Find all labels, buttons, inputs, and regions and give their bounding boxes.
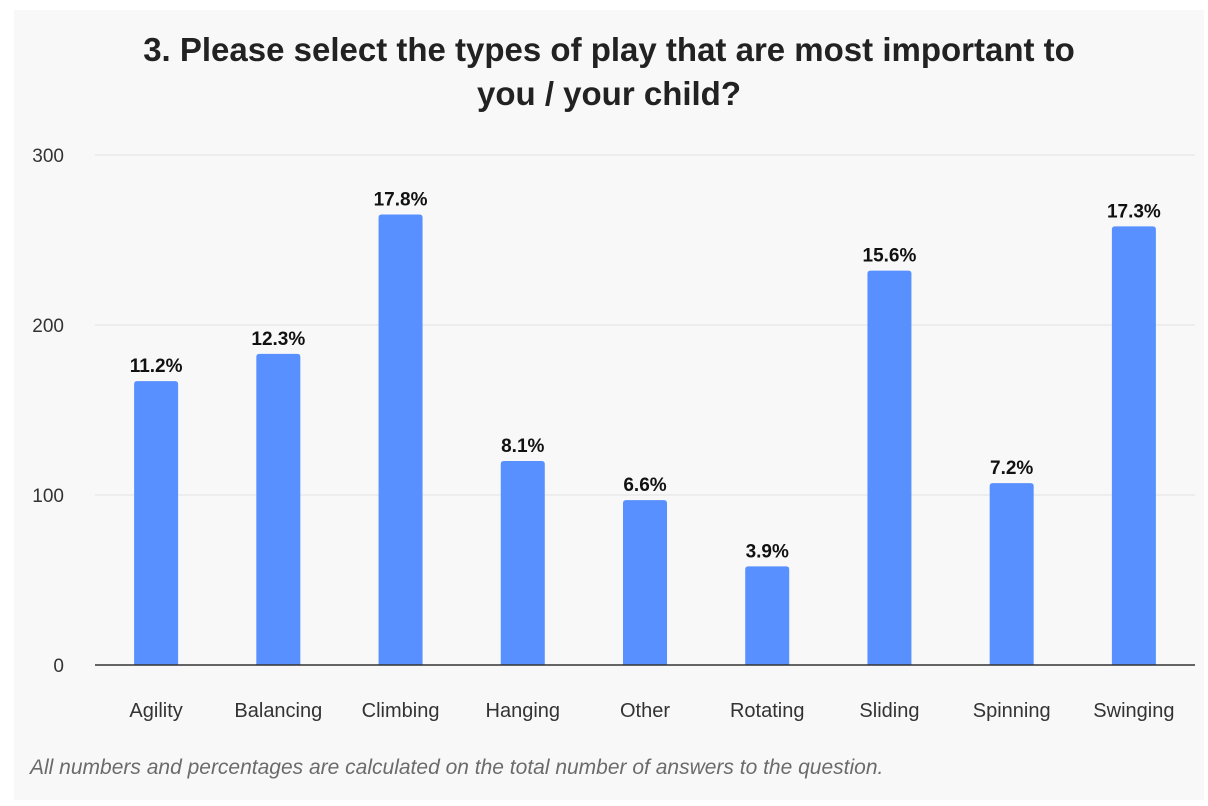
x-tick-label-balancing: Balancing	[234, 700, 322, 722]
bar-balancing	[256, 353, 301, 665]
y-tick-label: 0	[53, 656, 64, 677]
bar-rotating	[745, 566, 790, 665]
data-label-climbing: 17.8%	[374, 190, 428, 211]
bar-hanging	[500, 461, 545, 665]
data-label-hanging: 8.1%	[501, 436, 544, 457]
chart-title-line-1: 3. Please select the types of play that …	[143, 31, 1075, 68]
bar-sliding	[867, 270, 912, 665]
x-tick-label-sliding: Sliding	[859, 700, 919, 722]
bar-swinging	[1111, 226, 1156, 665]
bar-climbing	[378, 214, 423, 665]
bar-other	[623, 500, 667, 665]
y-tick-label: 300	[32, 146, 64, 167]
x-tick-label-spinning: Spinning	[973, 700, 1051, 722]
bars	[134, 214, 1156, 665]
data-label-other: 6.6%	[623, 475, 666, 496]
bar-spinning	[989, 483, 1034, 665]
chart-title-line-2: you / your child?	[476, 75, 742, 112]
chart-card	[14, 10, 1204, 800]
data-label-sliding: 15.6%	[863, 246, 917, 267]
data-label-rotating: 3.9%	[746, 541, 789, 562]
x-tick-label-climbing: Climbing	[362, 700, 440, 722]
footnote: All numbers and percentages are calculat…	[30, 756, 884, 779]
y-tick-label: 100	[32, 486, 64, 507]
chart-title: 3. Please select the types of play that …	[14, 28, 1204, 116]
x-axis-ticks: Agility Balancing Climbing Hanging Other Rota…	[129, 700, 1174, 722]
x-tick-label-hanging: Hanging	[486, 700, 561, 722]
y-axis-ticks: 0 100 200 300	[32, 146, 64, 677]
data-label-swinging: 17.3%	[1107, 201, 1161, 222]
bar-agility	[134, 381, 179, 665]
x-tick-label-swinging: Swinging	[1093, 700, 1174, 722]
data-label-spinning: 7.2%	[990, 458, 1033, 479]
x-tick-label-agility: Agility	[129, 700, 182, 722]
x-tick-label-rotating: Rotating	[730, 700, 805, 722]
data-label-agility: 11.2%	[130, 356, 183, 377]
x-tick-label-other: Other	[620, 700, 670, 722]
y-tick-label: 200	[32, 316, 64, 337]
data-labels: 11.2% 12.3% 17.8% 8.1% 6.6% 3.9% 15.6% 7.2% 17.3…	[130, 190, 1161, 563]
data-label-balancing: 12.3%	[251, 329, 305, 350]
